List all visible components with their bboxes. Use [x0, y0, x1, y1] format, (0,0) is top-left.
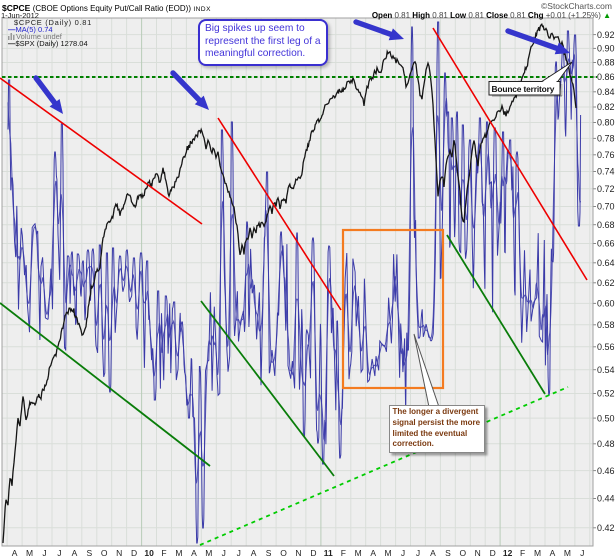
- svg-text:J: J: [416, 548, 420, 558]
- svg-text:0.42: 0.42: [597, 523, 615, 533]
- svg-text:O: O: [101, 548, 108, 558]
- svg-text:D: D: [310, 548, 316, 558]
- svg-text:M: M: [205, 548, 212, 558]
- svg-text:M: M: [175, 548, 182, 558]
- svg-text:M: M: [355, 548, 362, 558]
- svg-text:0.46: 0.46: [597, 466, 615, 476]
- svg-text:0.52: 0.52: [597, 389, 615, 399]
- svg-text:0.92: 0.92: [597, 30, 615, 40]
- svg-text:0.62: 0.62: [597, 278, 615, 288]
- svg-text:0.90: 0.90: [597, 44, 615, 54]
- svg-text:J: J: [237, 548, 241, 558]
- svg-text:S: S: [266, 548, 272, 558]
- svg-text:0.64: 0.64: [597, 258, 615, 268]
- svg-text:J: J: [222, 548, 226, 558]
- svg-text:A: A: [191, 548, 197, 558]
- svg-text:M: M: [564, 548, 571, 558]
- svg-text:N: N: [295, 548, 301, 558]
- svg-text:Bounce territory: Bounce territory: [492, 84, 555, 94]
- svg-text:11: 11: [324, 548, 333, 558]
- svg-text:0.54: 0.54: [597, 365, 615, 375]
- svg-text:S: S: [445, 548, 451, 558]
- svg-text:0.68: 0.68: [597, 220, 615, 230]
- svg-text:A: A: [430, 548, 436, 558]
- svg-text:J: J: [42, 548, 46, 558]
- svg-text:0.88: 0.88: [597, 58, 615, 68]
- svg-text:O: O: [280, 548, 287, 558]
- svg-text:0.82: 0.82: [597, 102, 615, 112]
- svg-text:A: A: [370, 548, 376, 558]
- svg-text:0.78: 0.78: [597, 134, 615, 144]
- svg-text:F: F: [341, 548, 346, 558]
- svg-text:0.76: 0.76: [597, 150, 615, 160]
- svg-text:0.58: 0.58: [597, 320, 615, 330]
- svg-text:0.56: 0.56: [597, 342, 615, 352]
- svg-text:0.70: 0.70: [597, 202, 615, 212]
- svg-text:0.60: 0.60: [597, 299, 615, 309]
- svg-text:0.50: 0.50: [597, 413, 615, 423]
- svg-text:A: A: [72, 548, 78, 558]
- svg-text:J: J: [401, 548, 405, 558]
- svg-text:0.72: 0.72: [597, 184, 615, 194]
- svg-text:A: A: [550, 548, 556, 558]
- svg-text:S: S: [86, 548, 92, 558]
- svg-text:M: M: [534, 548, 541, 558]
- svg-text:N: N: [475, 548, 481, 558]
- svg-text:F: F: [161, 548, 166, 558]
- svg-text:0.84: 0.84: [597, 87, 615, 97]
- svg-text:0.66: 0.66: [597, 239, 615, 249]
- svg-text:10: 10: [144, 548, 154, 558]
- svg-text:J: J: [57, 548, 61, 558]
- svg-text:0.48: 0.48: [597, 439, 615, 449]
- svg-text:0.80: 0.80: [597, 118, 615, 128]
- svg-text:M: M: [385, 548, 392, 558]
- svg-text:0.44: 0.44: [597, 494, 615, 504]
- svg-text:O: O: [459, 548, 466, 558]
- svg-text:12: 12: [503, 548, 513, 558]
- svg-text:F: F: [520, 548, 525, 558]
- svg-text:J: J: [580, 548, 584, 558]
- svg-text:0.74: 0.74: [597, 167, 615, 177]
- svg-text:D: D: [131, 548, 137, 558]
- svg-text:M: M: [26, 548, 33, 558]
- svg-text:N: N: [116, 548, 122, 558]
- svg-text:D: D: [490, 548, 496, 558]
- svg-text:0.86: 0.86: [597, 72, 615, 82]
- svg-text:A: A: [12, 548, 18, 558]
- svg-text:A: A: [251, 548, 257, 558]
